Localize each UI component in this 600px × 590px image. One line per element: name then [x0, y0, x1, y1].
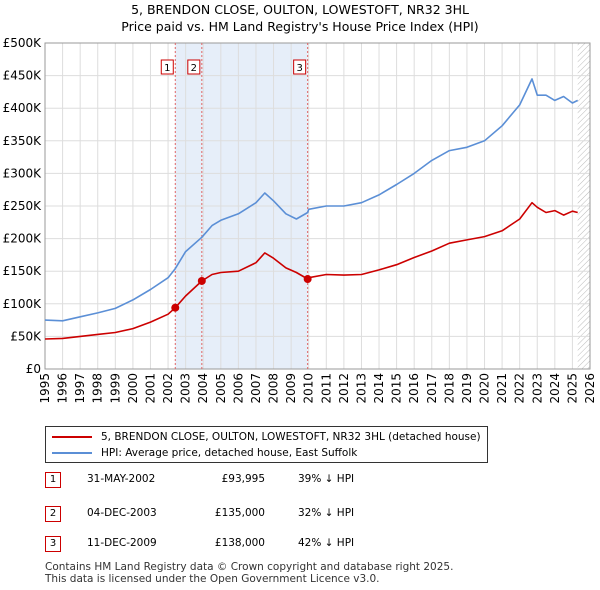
sale-label: 2 — [191, 63, 197, 74]
sale-hpi-diff: 39% ↓ HPI — [298, 473, 355, 485]
sale-row: 1 31-MAY-2002 £93,995 39% ↓ HPI — [45, 472, 545, 488]
x-tick-label: 2022 — [513, 373, 527, 404]
sale-date: 11-DEC-2009 — [87, 537, 157, 549]
x-tick-label: 2013 — [354, 373, 368, 404]
y-tick-label: £450K — [3, 69, 43, 83]
x-tick-label: 2004 — [196, 373, 210, 404]
x-tick-label: 2017 — [425, 373, 439, 404]
legend-swatch-blue — [52, 452, 92, 454]
x-tick-label: 1998 — [91, 373, 105, 404]
y-tick-label: £400K — [3, 101, 43, 115]
y-tick-label: £100K — [3, 297, 43, 311]
sale-hpi-diff: 42% ↓ HPI — [298, 537, 355, 549]
x-tick-label: 2015 — [390, 373, 404, 404]
x-tick-label: 2020 — [478, 373, 492, 404]
y-tick-label: £250K — [3, 199, 43, 213]
x-tick-label: 2008 — [267, 373, 281, 404]
x-tick-label: 1996 — [56, 373, 70, 404]
x-tick-label: 2000 — [126, 373, 140, 404]
x-tick-label: 1999 — [108, 373, 122, 404]
y-tick-label: £300K — [3, 166, 43, 180]
y-tick-label: £500K — [3, 36, 43, 50]
sale-label-box — [160, 59, 174, 75]
x-tick-label: 2016 — [407, 373, 421, 404]
x-tick-label: 2025 — [565, 373, 579, 404]
chart-legend: 5, BRENDON CLOSE, OULTON, LOWESTOFT, NR3… — [45, 426, 488, 463]
sale-price: £135,000 — [214, 507, 265, 519]
sale-price: £138,000 — [214, 537, 265, 549]
x-tick-label: 2026 — [583, 373, 597, 404]
x-tick-label: 2007 — [249, 373, 263, 404]
sale-badge: 1 — [45, 472, 61, 488]
sale-hpi-diff: 32% ↓ HPI — [298, 507, 355, 519]
sale-point — [303, 275, 312, 284]
sale-date: 04-DEC-2003 — [87, 507, 157, 519]
x-tick-label: 2003 — [179, 373, 193, 404]
footer: Contains HM Land Registry data © Crown c… — [45, 561, 453, 585]
x-tick-label: 2011 — [319, 373, 333, 404]
x-tick-label: 2010 — [302, 373, 316, 404]
y-tick-label: £150K — [3, 264, 43, 278]
sale-row: 2 04-DEC-2003 £135,000 32% ↓ HPI — [45, 506, 545, 522]
chart-subtitle: Price paid vs. HM Land Registry's House … — [121, 19, 479, 34]
plot-frame — [44, 42, 591, 370]
sale-badge: 3 — [45, 536, 61, 552]
x-tick-label: 2019 — [460, 373, 474, 404]
y-tick-label: £50K — [10, 329, 42, 343]
y-tick-label: £0 — [26, 362, 41, 376]
x-tick-label: 2009 — [284, 373, 298, 404]
legend-item-hpi: HPI: Average price, detached house, East… — [52, 446, 357, 460]
sale-label: 1 — [164, 63, 170, 74]
x-tick-label: 2018 — [442, 373, 456, 404]
sale-date: 31-MAY-2002 — [87, 473, 156, 485]
x-tick-label: 2001 — [143, 373, 157, 404]
x-tick-label: 2005 — [214, 373, 228, 404]
legend-label-property: 5, BRENDON CLOSE, OULTON, LOWESTOFT, NR3… — [101, 431, 481, 443]
x-tick-label: 2014 — [372, 373, 386, 404]
hpi-line — [44, 78, 579, 322]
x-tick-label: 2002 — [161, 373, 175, 404]
legend-label-hpi: HPI: Average price, detached house, East… — [101, 447, 358, 459]
sale-badge: 2 — [45, 506, 61, 522]
footer-licence: This data is licensed under the Open Gov… — [45, 573, 380, 585]
sale-label-box — [187, 59, 201, 75]
y-tick-label: £350K — [3, 134, 43, 148]
x-tick-label: 1997 — [73, 373, 87, 404]
y-tick-label: £200K — [3, 232, 43, 246]
sale-label-box — [293, 59, 307, 75]
price-chart: £0 £50K £100K £150K £200K £250K £300K £350K £400… — [3, 36, 597, 404]
legend-item-property: 5, BRENDON CLOSE, OULTON, LOWESTOFT, NR3… — [52, 430, 481, 444]
x-tick-label: 2024 — [548, 373, 562, 404]
footer-copyright: Contains HM Land Registry data © Crown c… — [45, 561, 454, 573]
sale-point — [171, 303, 180, 312]
sale-row: 3 11-DEC-2009 £138,000 42% ↓ HPI — [45, 536, 545, 552]
x-tick-label: 2006 — [231, 373, 245, 404]
x-tick-label: 2021 — [495, 373, 509, 404]
sale-point — [197, 276, 206, 285]
x-tick-label: 2023 — [530, 373, 544, 404]
sale-label: 3 — [296, 63, 302, 74]
x-tick-label: 1995 — [38, 373, 52, 404]
chart-title: 5, BRENDON CLOSE, OULTON, LOWESTOFT, NR3… — [131, 2, 469, 17]
x-tick-label: 2012 — [337, 373, 351, 404]
legend-swatch-red — [52, 436, 92, 438]
sale-price: £93,995 — [221, 473, 265, 485]
